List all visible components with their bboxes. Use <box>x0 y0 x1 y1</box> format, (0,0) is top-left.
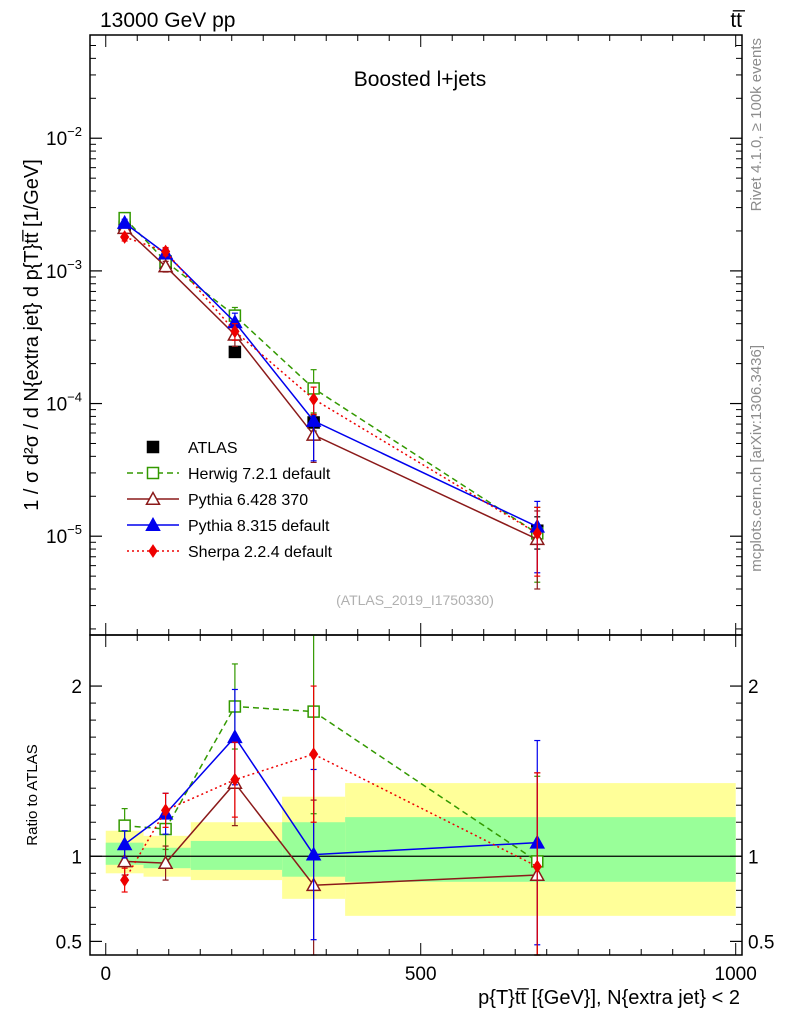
sherpa-2-2-4-default-point <box>309 392 319 407</box>
legend-label-pythia-8-315-default: Pythia 8.315 default <box>188 518 330 535</box>
x-tick-label: 0 <box>100 964 111 985</box>
x-tick-label: 500 <box>405 964 437 985</box>
pythia-8-315-default-line <box>124 222 538 528</box>
pythia-6-428-370-point <box>157 258 174 273</box>
y-tick-label: 10−4 <box>46 390 82 416</box>
main-title: Boosted l+jets <box>354 68 487 91</box>
pythia-6-428-370-point <box>157 855 174 870</box>
main-axis-ticks: 10−5 10−4 10−3 10−2 <box>46 34 742 635</box>
ratio-axis-ticks: 0.5 0.5 1 1 2 2 0 500 1000 <box>56 635 774 985</box>
rivet-label: Rivet 4.1.0, ≥ 100k events <box>748 38 765 211</box>
ratio-panel-frame <box>89 634 743 956</box>
sherpa-2-2-4-default-point <box>309 747 319 762</box>
x-axis-label: p{T}tt̅ [{GeV}], N{extra jet} < 2 <box>478 987 740 1009</box>
main-panel-content <box>116 211 546 590</box>
pythia-8-315-default-point <box>116 836 133 851</box>
x-tick-label: 1000 <box>715 964 757 985</box>
ratio-ylabel: Ratio to ATLAS <box>24 744 41 845</box>
ratio-panel-content <box>90 634 742 956</box>
sherpa-2-2-4-default-point <box>532 526 542 541</box>
y-tick-label: 10−3 <box>46 257 82 283</box>
atlas-point <box>228 345 242 359</box>
ratio-y-tick-label-right: 1 <box>748 847 759 868</box>
sherpa-2-2-4-default-point <box>160 803 171 818</box>
herwig-7-2-1-default-line <box>124 217 538 535</box>
legend-marker-herwig-7-2-1-default <box>146 466 160 480</box>
uncertainty-band-stat <box>190 840 283 870</box>
header-left: 13000 GeV pp <box>100 9 235 32</box>
legend-label-sherpa-2-2-4-default: Sherpa 2.2.4 default <box>188 544 333 561</box>
ratio-y-tick-label: 2 <box>71 677 82 698</box>
sherpa-2-2-4-default-point <box>120 230 130 244</box>
pythia-8-315-default-point <box>227 729 243 744</box>
mcplots-label: mcplots.cern.ch [arXiv:1306.3436] <box>748 345 765 572</box>
y-tick-label: 10−5 <box>46 522 82 548</box>
ratio-y-tick-label: 1 <box>71 847 82 868</box>
watermark: (ATLAS_2019_I1750330) <box>336 592 494 608</box>
ratio-y-tick-label: 0.5 <box>56 932 82 953</box>
pythia-8-315-default-point <box>116 214 133 229</box>
header-right: tt̅ <box>730 9 746 32</box>
pythia-8-315-default-point <box>305 412 322 427</box>
y-tick-label: 10−2 <box>46 124 82 150</box>
legend-marker-pythia-8-315-default <box>145 516 161 531</box>
sherpa-2-2-4-default-point <box>230 772 240 787</box>
sherpa-2-2-4-default-line <box>124 236 538 535</box>
legend-marker-sherpa-2-2-4-default <box>148 544 158 558</box>
legend-label-herwig-7-2-1-default: Herwig 7.2.1 default <box>188 466 331 483</box>
legend-label-pythia-6-428-370: Pythia 6.428 370 <box>188 492 308 509</box>
legend-label-atlas: ATLAS <box>188 440 238 457</box>
sherpa-2-2-4-default-point <box>120 873 130 888</box>
main-ylabel: 1 / σ d²σ / d N{extra jet} d p{T}tt̅ [1/… <box>21 159 43 511</box>
legend-marker-pythia-6-428-370 <box>145 490 161 505</box>
legend: ATLAS Herwig 7.2.1 default Pythia 6.428 37… <box>127 440 333 561</box>
herwig-7-2-1-default-point <box>118 819 131 832</box>
sherpa-2-2-4-default-point <box>532 859 542 874</box>
ratio-y-tick-label-right: 0.5 <box>748 932 774 953</box>
pythia-8-315-default-point <box>305 846 322 861</box>
pythia-6-428-370-point <box>116 853 133 868</box>
sherpa-2-2-4-default-point <box>160 244 171 259</box>
legend-marker-atlas <box>146 440 160 454</box>
sherpa-2-2-4-default-point <box>230 324 240 339</box>
ratio-y-tick-label-right: 2 <box>748 677 759 698</box>
